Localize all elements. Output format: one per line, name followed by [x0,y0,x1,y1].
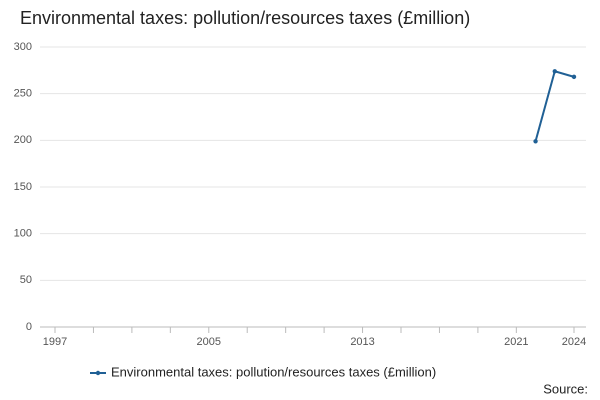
y-tick-label: 200 [14,134,32,146]
x-tick-label: 2013 [350,336,374,348]
chart-title: Environmental taxes: pollution/resources… [20,8,470,28]
x-tick-label: 2021 [504,336,528,348]
data-point [533,139,538,144]
y-tick-label: 100 [14,228,32,240]
y-tick-label: 0 [26,321,32,333]
y-tick-label: 250 [14,88,32,100]
y-tick-label: 300 [14,41,32,53]
legend-label: Environmental taxes: pollution/resources… [111,364,436,379]
x-tick-label: 2005 [197,336,221,348]
series-line [534,70,575,142]
source: Source: [543,381,588,396]
y-tick-label: 50 [20,274,32,286]
x-tick-label: 2024 [562,336,586,348]
data-point [571,74,577,80]
legend-marker [95,370,101,376]
x-tick-label: 1997 [43,336,67,348]
data-point [552,69,557,74]
y-tick-label: 150 [14,181,32,193]
